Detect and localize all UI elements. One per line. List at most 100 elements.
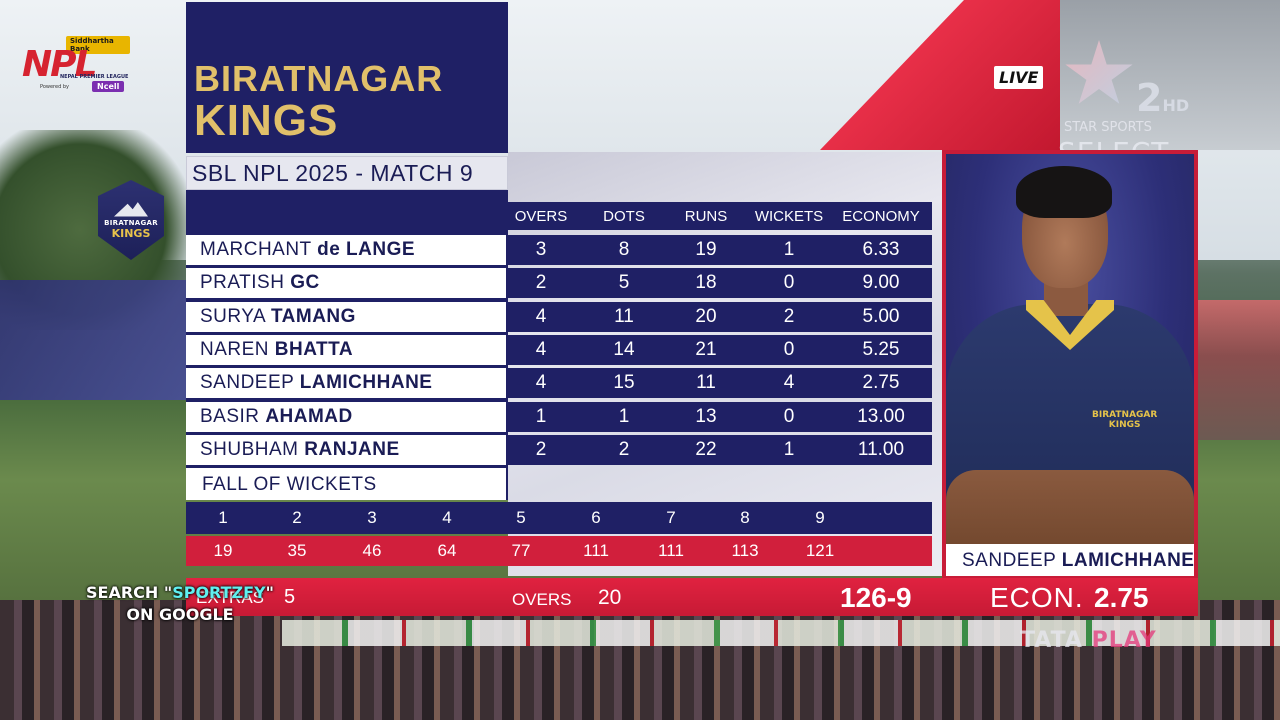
bowler-first-name: NAREN [200, 339, 270, 360]
bowler-name: SHUBHAM RANJANE [200, 439, 400, 461]
bowler-name: MARCHANT de LANGE [200, 239, 415, 261]
bowler-name: SANDEEP LAMICHHANE [200, 372, 432, 394]
npl-sponsor: Siddhartha Bank [66, 36, 130, 54]
bowler-last-name: TAMANG [270, 306, 356, 327]
overs-value: 20 [598, 586, 622, 609]
bowler-last-name: de LANGE [317, 239, 416, 260]
stat-overs: 4 [535, 339, 547, 360]
stat-wickets: 0 [783, 339, 795, 360]
bowler-last-name: BHATTA [274, 339, 354, 360]
background-panel [0, 280, 190, 400]
tata-play-watermark: TATA PLAY [1020, 628, 1157, 653]
bowler-name-row: NAREN BHATTA [186, 335, 506, 365]
team-total: 126-9 [840, 582, 912, 613]
fow-score: 113 [731, 541, 759, 560]
overs-label: OVERS [512, 590, 572, 609]
stat-runs: 22 [695, 439, 717, 460]
fow-scores-bar [186, 536, 932, 566]
bowler-name: BASIR AHAMAD [200, 406, 353, 428]
search-overlay-ad: SEARCH "SPORTZFY" ON GOOGLE [74, 582, 286, 626]
fow-score: 111 [583, 541, 609, 560]
bowler-name: SURYA TAMANG [200, 306, 356, 328]
column-header-overs: OVERS [514, 208, 568, 225]
column-header-dots: DOTS [603, 208, 645, 225]
team-name-line2: KINGS [194, 96, 339, 145]
bowler-last-name: AHAMAD [265, 406, 353, 427]
bowler-name: PRATISH GC [200, 272, 320, 294]
jersey-logo-line2: KINGS [1108, 420, 1141, 430]
stat-wickets: 1 [783, 239, 795, 260]
stat-wickets: 0 [783, 406, 795, 427]
stat-wickets: 4 [783, 372, 795, 393]
shield-line2: KINGS [111, 226, 151, 240]
bowler-stats-row: 1 1 13 0 13.00 [508, 402, 932, 432]
stat-dots: 1 [618, 406, 630, 427]
bowler-stats-row: 2 2 22 1 11.00 [508, 435, 932, 465]
npl-subtitle: NEPAL PREMIER LEAGUE [60, 74, 129, 80]
fow-wicket-number: 6 [591, 508, 601, 527]
column-header-bar [508, 202, 932, 230]
fow-score: 77 [511, 541, 531, 560]
bowler-first-name: SURYA [200, 306, 266, 327]
stadium-ad-board [282, 620, 1280, 646]
fow-score: 46 [362, 541, 382, 560]
fow-wicket-number: 1 [218, 508, 228, 527]
fow-wicket-number: 3 [367, 508, 377, 527]
bowler-first-name: PRATISH [200, 272, 285, 293]
team-header [186, 2, 508, 153]
player-last-name: LAMICHHANE [1061, 550, 1195, 571]
bowler-name-row: MARCHANT de LANGE [186, 235, 506, 265]
stat-overs: 2 [535, 272, 547, 293]
fall-of-wickets-label-row: FALL OF WICKETS [186, 468, 506, 500]
background-stand [1195, 300, 1280, 440]
stat-economy: 5.00 [862, 306, 900, 327]
search-ad-pre: SEARCH " [85, 583, 173, 602]
stat-runs: 21 [695, 339, 717, 360]
star-icon [1065, 40, 1133, 104]
bowler-name-row: SANDEEP LAMICHHANE [186, 368, 506, 398]
fow-score: 64 [437, 541, 457, 560]
bowler-stats-row: 3 8 19 1 6.33 [508, 235, 932, 265]
bowler-stats-row: 4 14 21 0 5.25 [508, 335, 932, 365]
npl-powered-by: Powered by [40, 84, 69, 90]
bowler-last-name: RANJANE [304, 439, 400, 460]
fow-score: 121 [805, 541, 835, 560]
stat-dots: 2 [618, 439, 630, 460]
stat-runs: 13 [695, 406, 717, 427]
stat-wickets: 2 [783, 306, 795, 327]
fow-wicket-number: 7 [666, 508, 676, 527]
stat-runs: 11 [696, 372, 716, 393]
column-header-runs: RUNS [684, 208, 728, 225]
economy-value: 2.75 [1094, 582, 1149, 613]
team-name-line1: BIRATNAGAR [194, 58, 444, 99]
stat-runs: 19 [695, 239, 717, 260]
search-ad-line2: ON GOOGLE [126, 605, 234, 624]
stat-dots: 11 [614, 306, 634, 327]
mountain-icon [114, 202, 148, 217]
bowler-last-name: GC [290, 272, 320, 293]
stat-economy: 9.00 [862, 272, 900, 293]
stat-economy: 13.00 [857, 406, 905, 427]
stat-runs: 20 [695, 306, 717, 327]
column-header-economy: ECONOMY [842, 208, 920, 225]
search-ad-line1: SEARCH "SPORTZFY" [74, 582, 286, 604]
stat-dots: 8 [618, 239, 630, 260]
fow-wicket-number: 9 [815, 508, 825, 527]
search-ad-highlight: SPORTZFY [172, 583, 266, 602]
live-badge: LIVE [994, 66, 1044, 89]
stat-wickets: 1 [783, 439, 795, 460]
bowler-name-row: BASIR AHAMAD [186, 402, 506, 432]
bowler-name-row: PRATISH GC [186, 268, 506, 298]
stat-economy: 6.33 [862, 239, 900, 260]
bowler-first-name: SANDEEP [200, 372, 294, 393]
stat-dots: 5 [618, 272, 630, 293]
stat-economy: 5.25 [862, 339, 900, 360]
fow-wicket-number: 8 [740, 508, 750, 527]
player-name: SANDEEP LAMICHHANE [962, 550, 1194, 572]
shield-line1: BIRATNAGAR [104, 218, 158, 227]
stat-overs: 1 [535, 406, 547, 427]
bowler-first-name: BASIR [200, 406, 260, 427]
extras-label: EXTRAS [196, 588, 265, 607]
fow-score: 19 [213, 541, 233, 560]
fow-score: 111 [658, 541, 684, 560]
